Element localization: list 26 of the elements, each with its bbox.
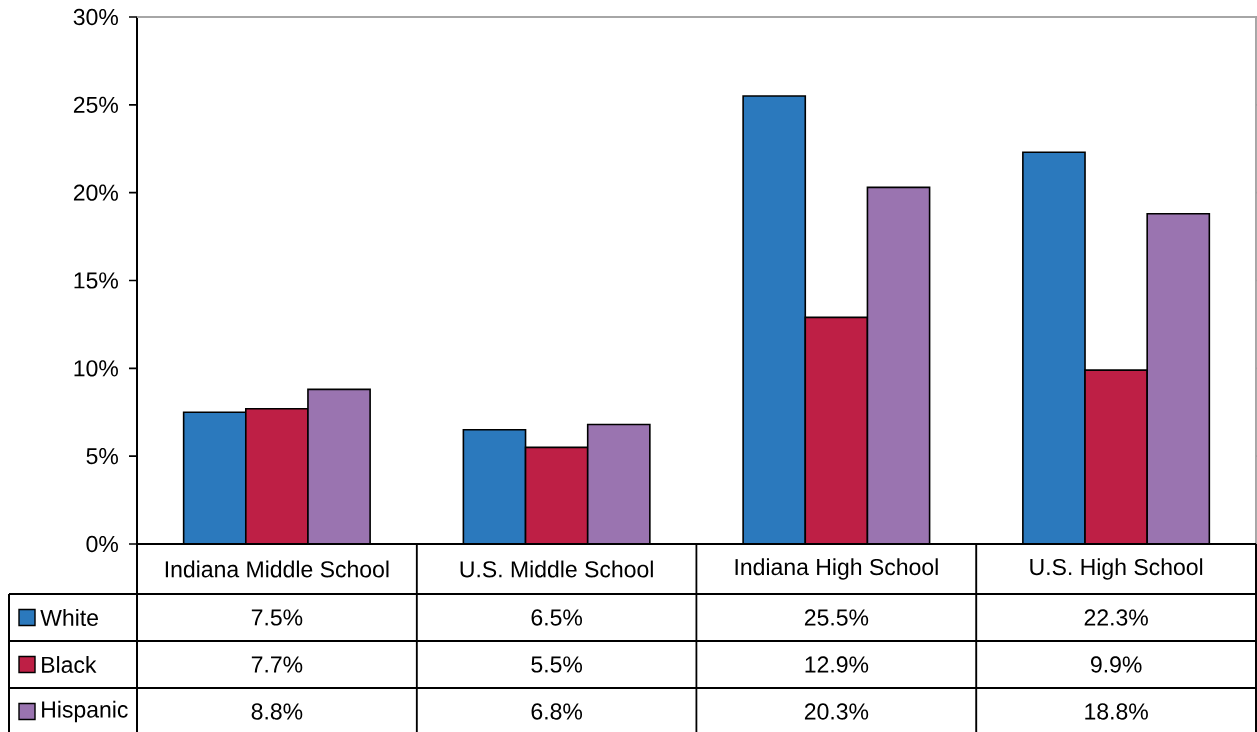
y-tick-label: 20% [73, 184, 118, 201]
y-tick-label: 5% [86, 448, 118, 465]
data-label: 18.8% [1085, 703, 1148, 720]
x-tick-label: Indiana Middle School [165, 560, 389, 578]
y-tick-label: 15% [74, 272, 118, 289]
y-tick-label: 25% [73, 96, 118, 113]
legend-label: White [40, 609, 98, 626]
data-label: 25.5% [804, 609, 869, 626]
y-tick-label: 30% [73, 8, 118, 26]
data-label: 6.8% [531, 703, 583, 720]
y-tick-label: 10% [74, 360, 118, 377]
x-tick-label: Indiana High School [735, 558, 938, 580]
data-label: 20.3% [804, 703, 869, 720]
x-tick-label: U.S. High School [1030, 558, 1203, 580]
data-label: 12.9% [805, 656, 869, 673]
data-label: 9.9% [1091, 656, 1142, 673]
legend-label: Black [42, 656, 97, 673]
data-label: 5.5% [531, 656, 583, 673]
data-label: 22.3% [1084, 609, 1148, 626]
legend-label: Hispanic [42, 700, 128, 723]
data-label: 6.5% [531, 609, 583, 626]
data-label: 8.8% [251, 703, 303, 720]
y-tick-label: 0% [86, 535, 118, 553]
x-tick-label: U.S. Middle School [460, 560, 653, 578]
data-label: 7.7% [251, 656, 303, 673]
data-label: 7.5% [251, 609, 303, 626]
